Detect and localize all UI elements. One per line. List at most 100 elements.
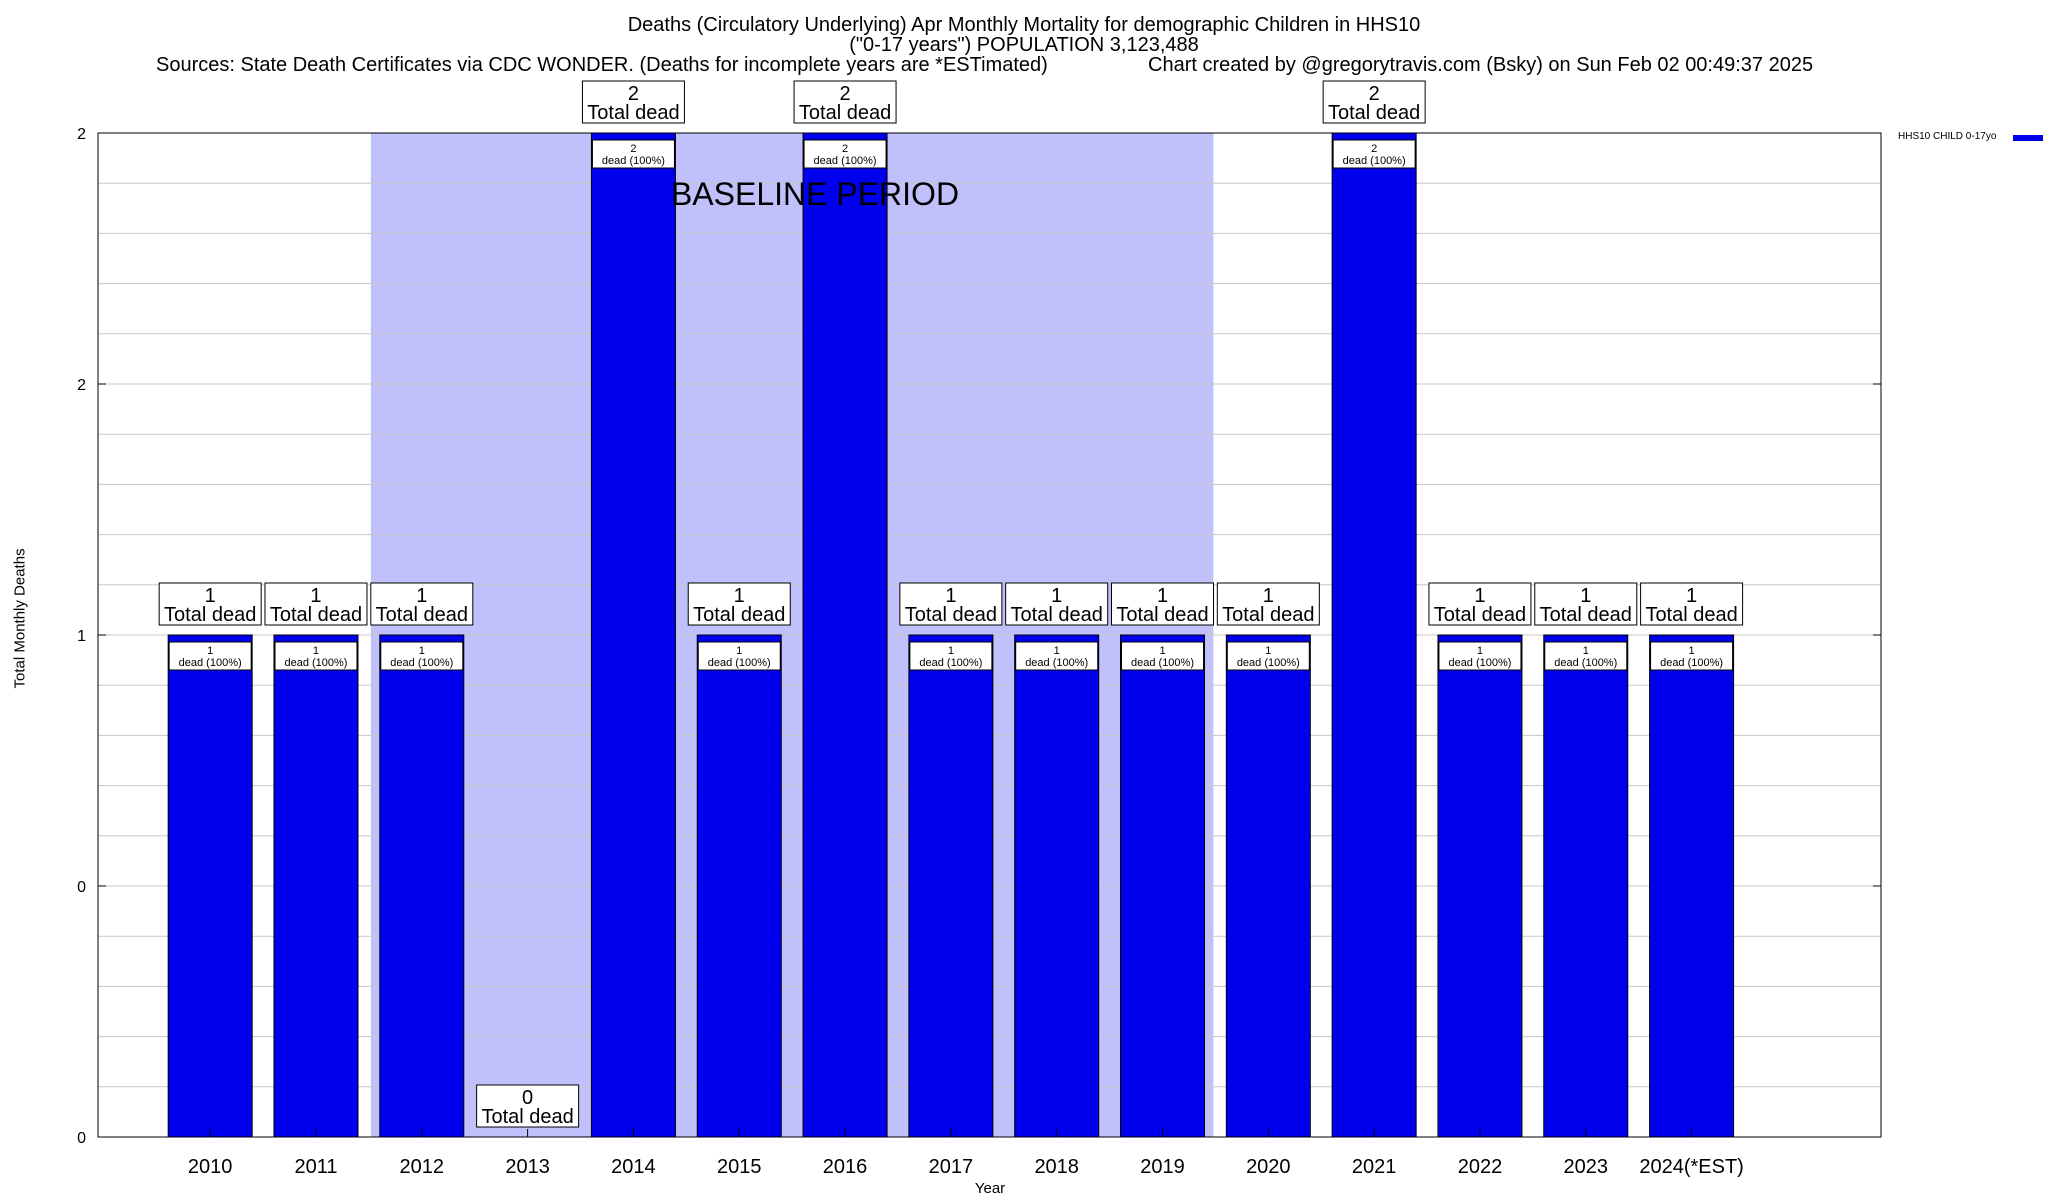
total-label-box — [370, 582, 474, 626]
inner-label-text: dead (100%) — [1554, 657, 1617, 669]
bar-2020 — [1225, 634, 1311, 1138]
x-tick-label-2012: 2012 — [400, 1156, 445, 1178]
bar-2017 — [908, 634, 994, 1138]
total-label-box — [158, 582, 262, 626]
bar-2015 — [696, 634, 782, 1138]
inner-label-text: dead (100%) — [1448, 657, 1511, 669]
total-label-text: Total dead — [164, 604, 256, 626]
total-label-box — [1111, 582, 1215, 626]
inner-label-text: dead (100%) — [1131, 657, 1194, 669]
x-tick-label-2021: 2021 — [1352, 1156, 1397, 1178]
total-label-box — [1216, 582, 1320, 626]
total-label-count: 1 — [734, 585, 745, 607]
inner-label-box — [1226, 641, 1310, 671]
total-label-text: Total dead — [693, 604, 785, 626]
total-label-box — [1005, 582, 1109, 626]
inner-label-text: dead (100%) — [1343, 155, 1406, 167]
inner-label-text: dead (100%) — [284, 657, 347, 669]
y-tick-label: 1 — [77, 628, 86, 645]
y-tick-label: 0 — [77, 879, 86, 896]
total-label-text: Total dead — [905, 604, 997, 626]
total-label-text: Total dead — [1222, 604, 1314, 626]
total-label-text: Total dead — [1645, 604, 1737, 626]
inner-label-count: 1 — [1159, 645, 1165, 657]
total-label-text: Total dead — [376, 604, 468, 626]
bar-2012 — [379, 634, 465, 1138]
total-label-count: 1 — [1686, 585, 1697, 607]
bar-2010 — [167, 634, 253, 1138]
bar-2022 — [1437, 634, 1523, 1138]
inner-label-count: 1 — [313, 645, 319, 657]
total-label-count: 1 — [416, 585, 427, 607]
total-label-count: 1 — [1474, 585, 1485, 607]
y-axis-label: Total Monthly Deaths — [11, 548, 29, 689]
total-label-count: 1 — [1263, 585, 1274, 607]
total-label-count: 0 — [522, 1087, 533, 1109]
inner-label-text: dead (100%) — [814, 155, 877, 167]
total-label-count: 2 — [628, 83, 639, 105]
x-tick-label-2018: 2018 — [1034, 1156, 1079, 1178]
bar-2016 — [802, 132, 888, 1138]
total-label-box — [264, 582, 368, 626]
total-label-count: 1 — [205, 585, 216, 607]
x-tick-label-2022: 2022 — [1458, 1156, 1503, 1178]
total-label-text: Total dead — [270, 604, 362, 626]
chart-source: Sources: State Death Certificates via CD… — [156, 54, 1048, 76]
inner-label-count: 1 — [1265, 645, 1271, 657]
x-tick-label-2015: 2015 — [717, 1156, 762, 1178]
total-label-text: Total dead — [1434, 604, 1526, 626]
y-tick-label: 0 — [77, 1130, 86, 1147]
inner-label-count: 1 — [1054, 645, 1060, 657]
inner-label-box — [591, 139, 675, 169]
y-tick-label: 2 — [77, 377, 86, 394]
total-label-count: 1 — [310, 585, 321, 607]
inner-label-text: dead (100%) — [708, 657, 771, 669]
x-tick-label-2024(*EST): 2024(*EST) — [1639, 1156, 1744, 1178]
inner-label-count: 1 — [1689, 645, 1695, 657]
x-tick-label-2014: 2014 — [611, 1156, 656, 1178]
total-label-box — [581, 80, 685, 124]
total-label-count: 1 — [945, 585, 956, 607]
y-tick-label: 2 — [77, 126, 86, 143]
bar-2011 — [273, 634, 359, 1138]
inner-label-box — [274, 641, 358, 671]
total-label-text: Total dead — [587, 102, 679, 124]
legend-swatch — [2013, 135, 2043, 141]
inner-label-box — [1121, 641, 1205, 671]
total-label-count: 1 — [1580, 585, 1591, 607]
total-label-text: Total dead — [1011, 604, 1103, 626]
inner-label-count: 1 — [736, 645, 742, 657]
plot-frame — [97, 132, 1882, 1138]
inner-label-box — [1650, 641, 1734, 671]
total-label-text: Total dead — [481, 1106, 573, 1128]
inner-label-text: dead (100%) — [602, 155, 665, 167]
total-label-text: Total dead — [799, 102, 891, 124]
inner-label-count: 2 — [1371, 143, 1377, 155]
x-tick-label-2019: 2019 — [1140, 1156, 1185, 1178]
inner-label-box — [1015, 641, 1099, 671]
chart-title: Deaths (Circulatory Underlying) Apr Mont… — [627, 14, 1421, 36]
total-label-text: Total dead — [1540, 604, 1632, 626]
inner-label-box — [803, 139, 887, 169]
total-label-box — [1322, 80, 1426, 124]
x-tick-label-2023: 2023 — [1564, 1156, 1609, 1178]
x-tick-label-2013: 2013 — [505, 1156, 550, 1178]
total-label-text: Total dead — [1116, 604, 1208, 626]
inner-label-text: dead (100%) — [1237, 657, 1300, 669]
bar-2024(*EST) — [1649, 634, 1735, 1138]
total-label-box — [793, 80, 897, 124]
inner-label-count: 1 — [1583, 645, 1589, 657]
total-label-box — [476, 1084, 580, 1128]
inner-label-count: 1 — [419, 645, 425, 657]
bar-2018 — [1014, 634, 1100, 1138]
inner-label-count: 2 — [630, 143, 636, 155]
total-label-count: 1 — [1157, 585, 1168, 607]
inner-label-box — [1438, 641, 1522, 671]
bar-2014 — [590, 132, 676, 1138]
inner-label-count: 1 — [1477, 645, 1483, 657]
total-label-box — [1428, 582, 1532, 626]
inner-label-box — [380, 641, 464, 671]
x-tick-label-2020: 2020 — [1246, 1156, 1291, 1178]
inner-label-box — [1332, 139, 1416, 169]
inner-label-box — [168, 641, 252, 671]
